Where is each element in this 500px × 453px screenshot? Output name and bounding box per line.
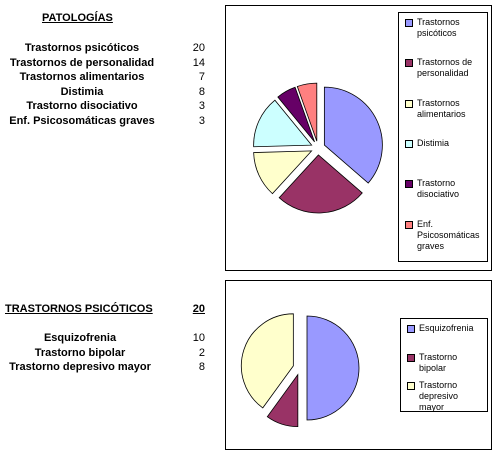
pie-slice xyxy=(253,99,313,148)
legend: Esquizofrenia Trastorno bipolar Trastorno … xyxy=(400,318,488,412)
legend-swatch xyxy=(405,19,413,27)
row-label: Trastorno bipolar xyxy=(34,346,126,359)
legend-swatch xyxy=(405,220,413,229)
legend-label: Trastorno disociativo xyxy=(417,178,460,200)
legend-item: Trastorno depresivo mayor xyxy=(407,380,485,413)
row-label: Trastorno depresivo mayor xyxy=(9,361,151,374)
legend-item: Enf. Psicosomáticas graves xyxy=(405,219,485,252)
row-value: 14 xyxy=(192,56,205,69)
legend-label: Trastornos psicóticos xyxy=(417,17,460,38)
legend-swatch xyxy=(407,353,415,362)
legend-item: Trastorno disociativo xyxy=(405,178,485,200)
row-label: Trastornos psicóticos xyxy=(24,42,140,54)
legend-item: Trastorno bipolar xyxy=(407,352,485,374)
row-value: 3 xyxy=(198,100,205,113)
legend: Trastornos psicóticos Trastornos de perso… xyxy=(398,12,488,262)
row-label: Distimia xyxy=(60,85,104,98)
legend-label: Trastorno bipolar xyxy=(419,351,458,373)
row-label: Trastorno disociativo xyxy=(26,100,138,113)
legend-swatch xyxy=(405,140,413,148)
legend-item: Trastornos psicóticos xyxy=(405,17,485,39)
row-value: 8 xyxy=(198,85,205,98)
pie-slice xyxy=(323,86,383,184)
row-label: Trastornos alimentarios xyxy=(19,71,145,84)
legend-item: Trastornos alimentarios xyxy=(405,98,485,120)
legend-label: Distimia xyxy=(417,138,450,148)
legend-label: Trastorno depresivo mayor xyxy=(419,380,459,413)
table-title: PATOLOGÍAS xyxy=(42,12,113,24)
legend-swatch xyxy=(405,99,413,108)
legend-label: Enf. Psicosomáticas graves xyxy=(417,218,480,251)
legend-label: Esquizofrenia xyxy=(419,323,474,333)
row-value: 7 xyxy=(198,71,205,84)
row-label: Trastornos de personalidad xyxy=(9,56,155,69)
table-total: 20 xyxy=(192,303,205,315)
pie-slice xyxy=(296,82,318,142)
pie-slice xyxy=(278,154,363,214)
legend-item: Distimia xyxy=(405,138,485,149)
table-title: TRASTORNOS PSICÓTICOS xyxy=(5,303,153,315)
row-value: 20 xyxy=(192,42,205,54)
pie-slice xyxy=(277,86,315,143)
pie-slice xyxy=(306,315,360,421)
row-value: 8 xyxy=(198,361,205,374)
legend-item: Trastornos de personalidad xyxy=(405,57,485,79)
row-value: 2 xyxy=(198,346,205,359)
legend-swatch xyxy=(407,382,415,391)
pie-slice xyxy=(240,313,294,409)
legend-label: Trastornos alimentarios xyxy=(417,97,466,119)
legend-label: Trastornos de personalidad xyxy=(417,57,473,79)
row-value: 3 xyxy=(198,115,205,127)
legend-item: Esquizofrenia xyxy=(407,323,485,334)
legend-swatch xyxy=(405,180,413,189)
pie-slice xyxy=(266,373,299,428)
row-label: Enf. Psicosomáticas graves xyxy=(9,115,155,127)
legend-swatch xyxy=(405,59,413,68)
row-value: 10 xyxy=(192,332,205,344)
row-label: Esquizofrenia xyxy=(43,332,117,344)
pie-slice xyxy=(253,150,313,195)
legend-swatch xyxy=(407,325,415,333)
